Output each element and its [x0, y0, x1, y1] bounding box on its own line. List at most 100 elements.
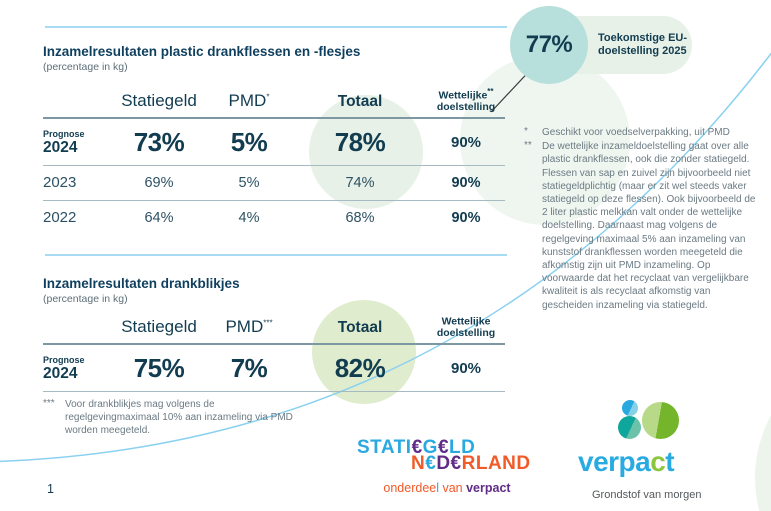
eu-target-badge: Toekomstige EU-doelstelling 2025 77%	[510, 6, 695, 86]
badge-value: 77%	[525, 31, 573, 58]
logo-segment: D	[436, 453, 451, 474]
period-prefix: Prognose	[43, 354, 85, 365]
table-row: 2023 69% 5% 74% 90%	[43, 166, 505, 200]
header-pmd: PMD*	[228, 91, 270, 110]
cell-goal: 90%	[450, 133, 482, 151]
logo-segment: N	[411, 453, 426, 474]
statiegeld-wordmark-line1: STATI€G€LD	[357, 438, 537, 457]
logo-segment: c	[650, 446, 666, 477]
table-header-row: Statiegeld PMD*** Totaal Wettelijke doels…	[43, 307, 505, 343]
table-plastic-bottles: Inzamelresultaten plastic drankflessen e…	[43, 44, 505, 235]
cell-statiegeld: 75%	[133, 352, 185, 383]
logo-segment: verpact	[466, 481, 511, 495]
table-row: Prognose 2024 75% 7% 82% 90%	[43, 345, 505, 391]
header-wettelijke-doelstelling: Wettelijke doelstelling	[436, 315, 496, 339]
footnote-text: Geschikt voor voedselverpakking, uit PMD	[542, 127, 730, 138]
row-divider	[43, 165, 505, 166]
header-totaal: Totaal	[337, 319, 383, 336]
cell-goal: 90%	[450, 359, 482, 377]
verpact-dot-green-icon	[642, 402, 679, 439]
cell-pmd: 5%	[238, 175, 260, 191]
verpact-logo: verpact Grondstof van morgen	[578, 399, 728, 501]
logo-segment: t	[665, 446, 675, 477]
cell-totaal: 74%	[345, 175, 375, 191]
logo-segment: l	[436, 481, 439, 495]
footnote-marker: ***	[43, 398, 55, 409]
verpact-dot-teal-icon	[618, 416, 641, 439]
row-divider	[43, 391, 505, 392]
table-row: 2022 64% 4% 68% 90%	[43, 201, 505, 235]
footnotes-right: * Geschikt voor voedselverpakking, uit P…	[524, 126, 760, 313]
cell-goal: 90%	[451, 210, 481, 226]
table-subtitle: (percentage in kg)	[43, 61, 128, 73]
badge-value-circle: 77%	[510, 6, 588, 84]
logo-segment: €	[450, 453, 462, 474]
table-row: Prognose 2024 73% 5% 78% 90%	[43, 119, 505, 165]
cell-totaal: 78%	[334, 126, 386, 157]
footnote-marker: **	[524, 140, 532, 152]
period-year: 2024	[43, 138, 78, 156]
table-body: Prognose 2024 75% 7% 82% 90%	[43, 345, 505, 392]
statiegeld-nederland-logo: STATI€G€LD N€D€RLAND onderdeel van verpa…	[357, 438, 537, 495]
cell-pmd: 5%	[230, 126, 268, 157]
cell-statiegeld: 73%	[133, 126, 185, 157]
header-rule	[43, 117, 505, 119]
statiegeld-wordmark-line2: N€D€RLAND	[411, 454, 537, 473]
cell-period: 2023	[43, 174, 113, 192]
header-statiegeld: Statiegeld	[121, 91, 197, 110]
footnote-bottom: *** Voor drankblikjes mag volgens de reg…	[43, 398, 295, 438]
table-cans: Inzamelresultaten drankblikjes (percenta…	[43, 276, 505, 392]
verpact-wordmark: verpact	[578, 446, 728, 478]
table-title: Inzamelresultaten drankblikjes	[43, 276, 240, 291]
footnote-item: * Geschikt voor voedselverpakking, uit P…	[524, 126, 760, 139]
verpact-tagline: Grondstof van morgen	[592, 489, 702, 501]
footnote-item: ** De wettelijke inzameldoelstelling gaa…	[524, 140, 760, 312]
row-divider	[43, 200, 505, 201]
footnote-text: De wettelijke inzameldoelstelling gaat o…	[542, 141, 756, 311]
cell-totaal: 68%	[345, 210, 375, 226]
header-statiegeld: Statiegeld	[121, 317, 197, 336]
verpact-dot-blue-icon	[622, 400, 638, 416]
page-number: 1	[47, 482, 54, 496]
cell-period: Prognose 2024	[43, 355, 113, 382]
period-year: 2023	[43, 174, 77, 191]
table-body: Prognose 2024 73% 5% 78% 90% 2023 69% 5% 74% 90% 20…	[43, 119, 505, 235]
header-spacer	[43, 111, 113, 117]
cell-period: 2022	[43, 209, 113, 227]
cell-period: Prognose 2024	[43, 129, 113, 156]
header-wettelijke-doelstelling: Wettelijke** doelstelling	[436, 86, 496, 114]
cell-statiegeld: 69%	[144, 175, 174, 191]
decorative-circle-total-cans	[312, 300, 416, 404]
badge-label: Toekomstige EU-doelstelling 2025	[598, 31, 688, 58]
table-subtitle: (percentage in kg)	[43, 293, 128, 305]
table-header-row: Statiegeld PMD* Totaal Wettelijke** doels…	[43, 75, 505, 117]
logo-segment: onderdee	[383, 481, 437, 495]
period-prefix: Prognose	[43, 128, 85, 139]
header-totaal: Totaal	[337, 93, 383, 110]
growth-curve-line	[0, 52, 771, 463]
logo-segment: €	[425, 453, 437, 474]
cell-statiegeld: 64%	[144, 210, 174, 226]
logo-segment: RLAND	[461, 453, 531, 474]
table-title: Inzamelresultaten plastic drankflessen e…	[43, 44, 361, 59]
cell-pmd: 4%	[238, 210, 260, 226]
decorative-circle-total-bottles	[309, 95, 423, 209]
period-year: 2024	[43, 364, 78, 382]
header-pmd: PMD***	[225, 317, 273, 336]
logo-segment: G	[422, 437, 438, 458]
cell-totaal: 82%	[334, 352, 386, 383]
logo-segment: STATI	[357, 437, 412, 458]
logo-segment: €	[437, 437, 450, 458]
statiegeld-tagline: onderdeel van verpact	[357, 482, 537, 495]
logo-segment: €	[411, 437, 423, 458]
header-rule	[43, 343, 505, 345]
verpact-logo-dots	[578, 399, 728, 443]
footnote-text: Voor drankblikjes mag volgens de regelge…	[65, 399, 293, 437]
period-year: 2022	[43, 209, 77, 226]
logo-segment: van	[439, 481, 467, 495]
logo-segment: LD	[449, 437, 476, 458]
cell-goal: 90%	[451, 175, 481, 191]
cell-pmd: 7%	[230, 352, 268, 383]
